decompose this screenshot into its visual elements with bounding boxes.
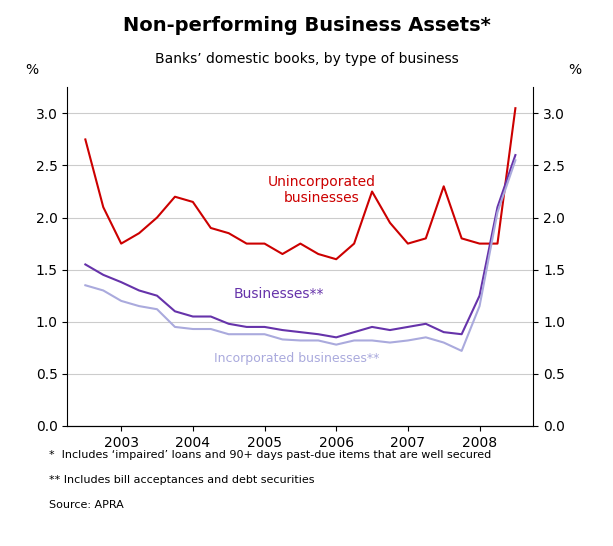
Text: ** Includes bill acceptances and debt securities: ** Includes bill acceptances and debt se…: [49, 475, 314, 485]
Text: Non-performing Business Assets*: Non-performing Business Assets*: [123, 16, 490, 35]
Text: Businesses**: Businesses**: [234, 287, 324, 301]
Text: %: %: [568, 63, 581, 77]
Text: Unincorporated
businesses: Unincorporated businesses: [268, 175, 376, 205]
Text: Source: APRA: Source: APRA: [49, 500, 124, 509]
Text: Banks’ domestic books, by type of business: Banks’ domestic books, by type of busine…: [154, 52, 459, 66]
Text: %: %: [26, 63, 39, 77]
Text: *  Includes ‘impaired’ loans and 90+ days past-due items that are well secured: * Includes ‘impaired’ loans and 90+ days…: [49, 450, 491, 460]
Text: Incorporated businesses**: Incorporated businesses**: [215, 353, 379, 365]
